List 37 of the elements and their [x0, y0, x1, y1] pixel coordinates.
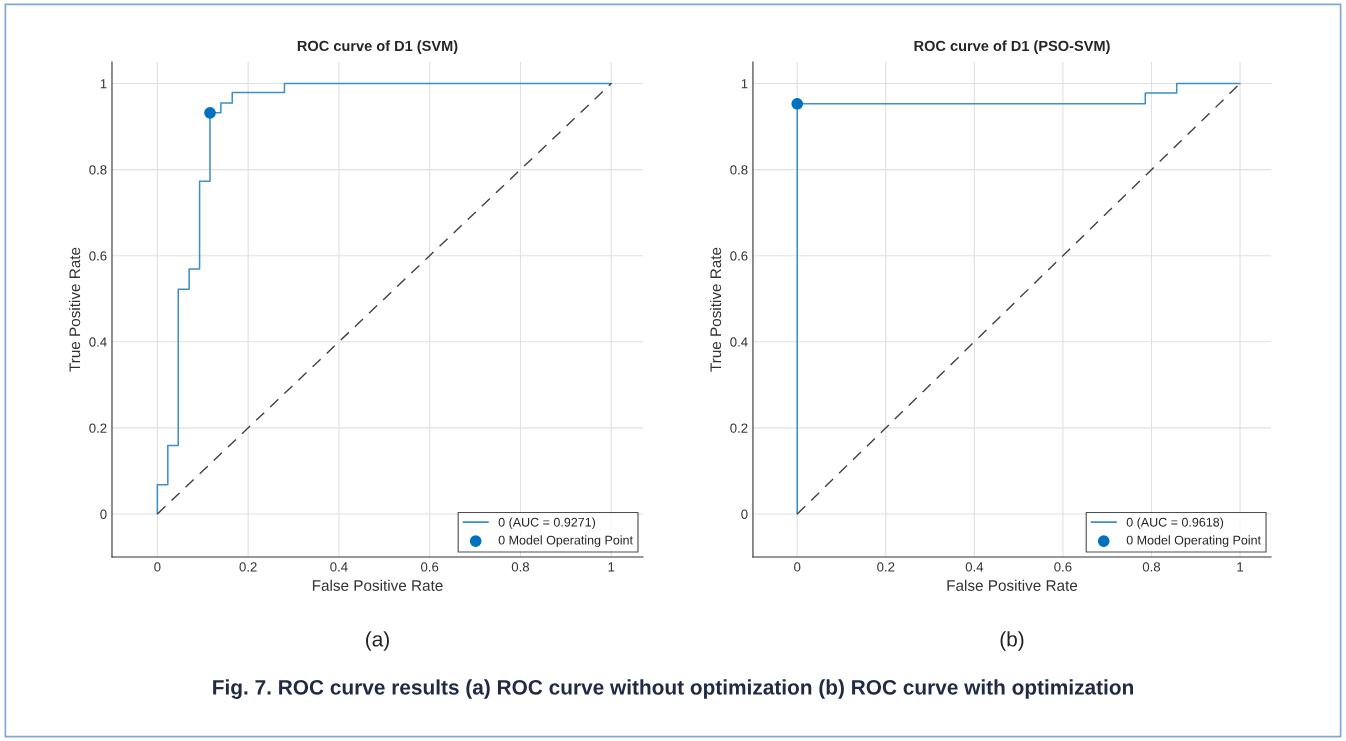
x-tick-label: 0.4	[965, 562, 984, 572]
text: (a)	[366, 631, 389, 651]
y-axis-title: True Positive Rate	[68, 247, 81, 372]
y-tick-label: 0.2	[730, 423, 748, 433]
x-tick-label: 0.2	[877, 562, 895, 572]
chart-title: ROC curve of D1 (SVM)	[297, 40, 458, 54]
y-tick-label: 1	[100, 79, 107, 89]
x-tick-label: 0	[154, 562, 161, 572]
x-tick-label: 0.6	[1054, 562, 1072, 572]
x-tick-label: 1	[608, 562, 615, 572]
x-tick-label: 0.4	[330, 562, 348, 572]
x-axis-title: False Positive Rate	[947, 579, 1078, 591]
legend-label: 0 Model Operating Point	[498, 535, 633, 548]
y-tick-label: 0	[741, 509, 748, 519]
legend-label: 0 Model Operating Point	[1126, 535, 1261, 548]
y-tick-label: 0.8	[730, 165, 748, 175]
text: (b)	[1000, 631, 1024, 651]
legend-label: 0 (AUC = 0.9271)	[498, 517, 596, 530]
x-tick-label: 0.8	[1142, 562, 1161, 572]
legend-label: 0 (AUC = 0.9618)	[1126, 517, 1224, 530]
x-tick-label: 1	[1237, 562, 1244, 572]
y-tick-label: 0.2	[89, 423, 107, 433]
y-axis-title: True Positive Rate	[709, 247, 722, 372]
x-tick-label: 0.8	[511, 562, 530, 572]
caption: Fig. 7. ROC curve results (a) ROC curve without optimization (b) ROC curve with optimization	[213, 679, 1133, 699]
chart-title: ROC curve of D1 (PSO-SVM)	[914, 40, 1110, 54]
y-tick-label: 0.6	[89, 251, 107, 261]
y-tick-label: 0	[100, 509, 107, 519]
y-tick-label: 0.4	[89, 337, 107, 347]
x-axis-title: False Positive Rate	[312, 579, 443, 591]
x-tick-label: 0.6	[421, 562, 439, 572]
x-tick-label: 0	[794, 562, 801, 572]
x-tick-label: 0.2	[239, 562, 257, 572]
y-tick-label: 1	[741, 79, 748, 89]
y-tick-label: 0.4	[730, 337, 748, 347]
y-tick-label: 0.6	[730, 251, 748, 261]
y-tick-label: 0.8	[89, 165, 107, 175]
